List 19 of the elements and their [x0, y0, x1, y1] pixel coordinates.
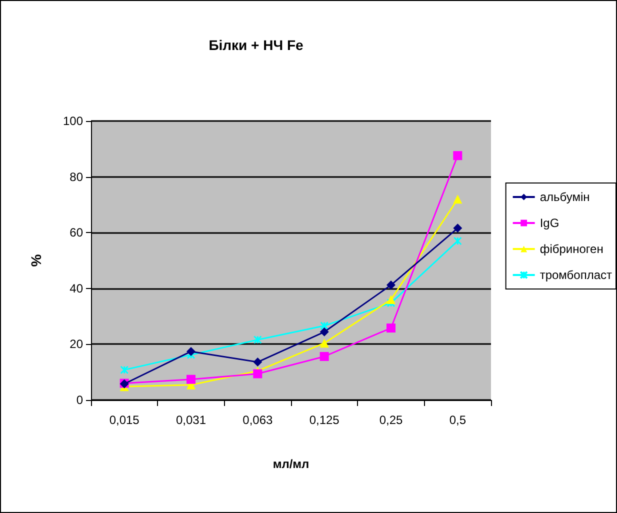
y-axis-title: %: [28, 254, 44, 267]
x-tick-label: 0,5: [449, 413, 466, 427]
y-tick-label: 100: [62, 114, 84, 128]
y-tick-label: 20: [70, 337, 84, 352]
legend-label: тромбопласт: [540, 268, 613, 282]
x-tick-label: 0,063: [242, 413, 274, 427]
legend-label: фібриноген: [540, 242, 604, 256]
x-tick-label: 0,125: [309, 413, 340, 427]
y-tick-label: 40: [70, 281, 84, 296]
y-tick-label: 0: [76, 393, 84, 407]
y-tick-label: 60: [70, 226, 84, 240]
x-tick-label: 0,25: [379, 413, 403, 427]
legend-label: альбумін: [540, 190, 590, 204]
chart-title: Білки + НЧ Fe: [208, 37, 304, 53]
x-axis-title: мл/мл: [272, 457, 310, 471]
y-tick-label: 80: [70, 170, 84, 184]
x-tick-label: 0,031: [176, 413, 206, 427]
legend-label: IgG: [540, 216, 560, 230]
x-tick-label: 0,015: [109, 413, 140, 427]
